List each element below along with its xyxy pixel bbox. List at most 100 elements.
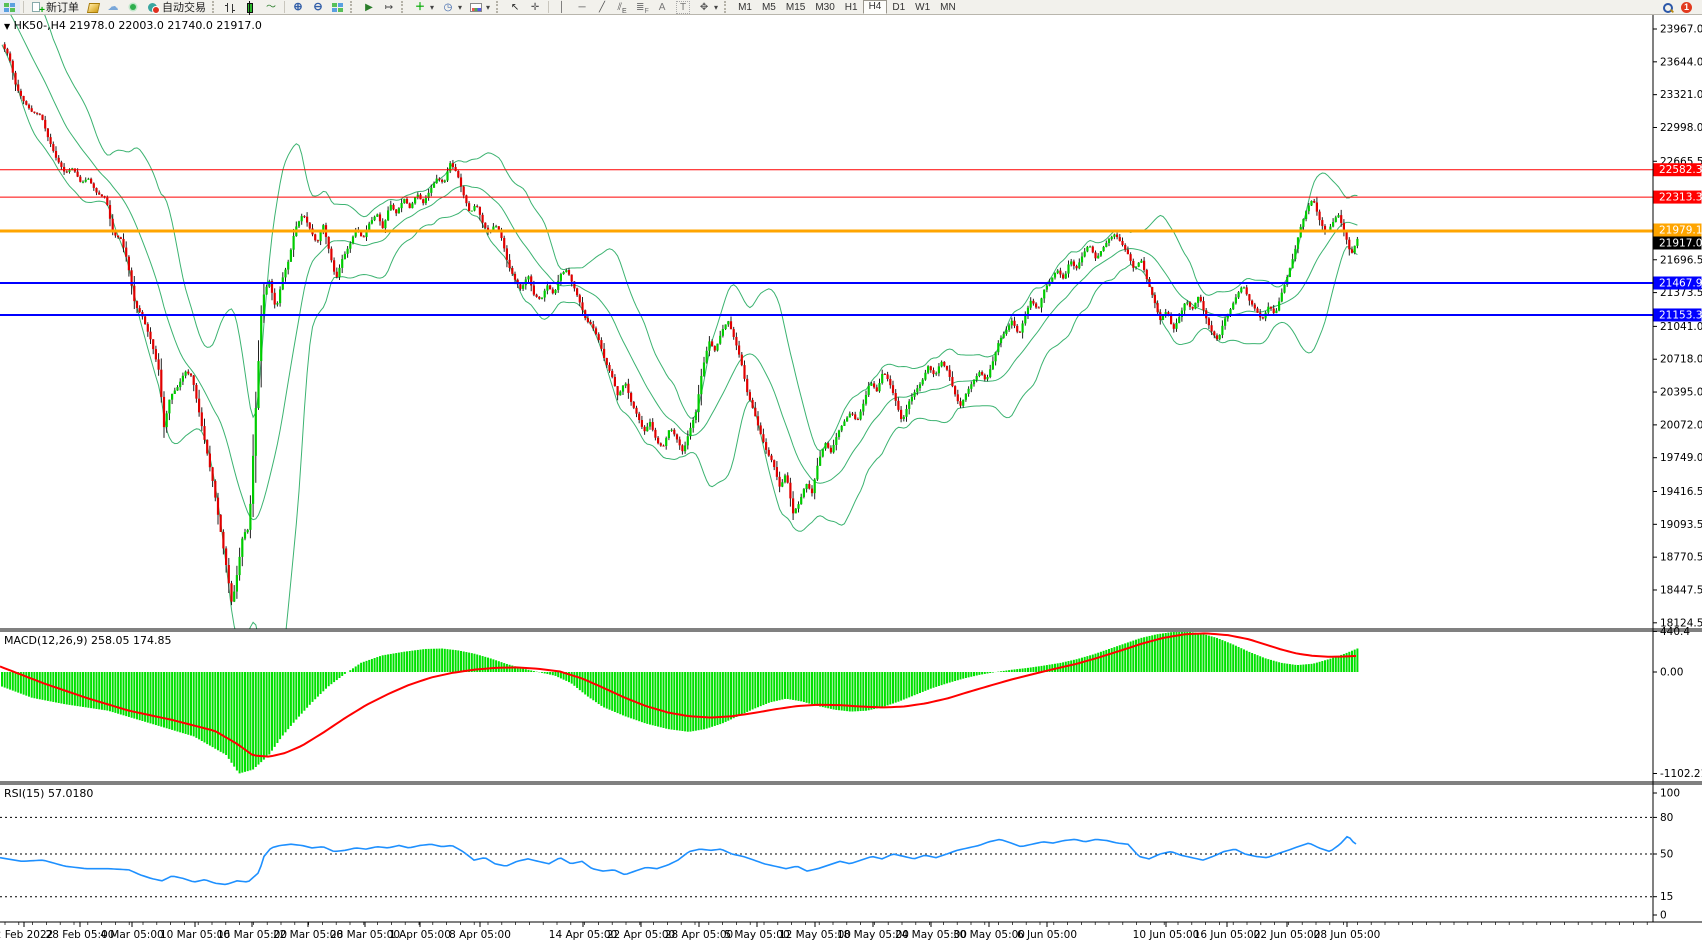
svg-text:21373.5: 21373.5 — [1660, 287, 1702, 299]
chart-window-icon[interactable] — [0, 0, 20, 14]
auto-scroll-icon: ▶ — [365, 1, 373, 13]
svg-text:22 Apr 05:00: 22 Apr 05:00 — [607, 929, 675, 941]
fibonacci-tool-button[interactable]: ≣F — [632, 0, 652, 15]
axis-price-label: 22313.3 — [1653, 190, 1702, 204]
macd-pane[interactable] — [0, 631, 1359, 774]
indicators-button[interactable]: ＋ ▾ — [410, 0, 438, 14]
svg-text:21696.5: 21696.5 — [1660, 254, 1702, 266]
svg-text:4 Mar 05:00: 4 Mar 05:00 — [100, 929, 163, 941]
axis-price-label: 21467.9 — [1653, 276, 1702, 290]
periods-button[interactable]: ◷ ▾ — [438, 0, 466, 14]
hline-tool-button[interactable]: ─ — [572, 0, 592, 14]
svg-text:23321.0: 23321.0 — [1660, 89, 1702, 101]
vline-tool-button[interactable]: │ — [552, 0, 572, 14]
chevron-down-icon: ▾ — [430, 2, 435, 12]
svg-text:16 Mar 05:00: 16 Mar 05:00 — [217, 929, 287, 941]
tf-m15-button[interactable]: M15 — [785, 1, 806, 13]
svg-text:20718.0: 20718.0 — [1660, 354, 1702, 366]
tile-windows-button[interactable] — [328, 0, 348, 14]
label-tool-button[interactable]: T — [672, 0, 694, 14]
tf-m5-button[interactable]: M5 — [761, 1, 776, 13]
gold-box-icon — [86, 2, 101, 13]
ohlc-readout: 21978.0 22003.0 21740.0 21917.0 — [69, 19, 262, 32]
svg-text:21153.3: 21153.3 — [1659, 309, 1702, 321]
tf-h4-button[interactable]: H4 — [862, 0, 888, 14]
macd-signal-line — [0, 632, 1357, 758]
autotrade-icon — [147, 2, 160, 14]
templates-button[interactable]: ▾ — [466, 0, 494, 14]
toolbar: + 新订单 ☁ 自动交易 〜 ⊕ ⊖ ▶ ↦ ＋ ▾ ◷ ▾ ▾ ↖ ✛ │ ─ ╱… — [0, 0, 1702, 15]
autotrade-label: 自动交易 — [162, 2, 206, 14]
candlestick-chart-button[interactable] — [241, 0, 261, 15]
new-order-button[interactable]: + 新订单 — [27, 0, 83, 15]
zoom-out-icon: ⊖ — [313, 0, 323, 13]
text-tool-button[interactable]: A — [652, 0, 672, 14]
tf-m1-button[interactable]: M1 — [738, 1, 752, 13]
svg-text:440.4: 440.4 — [1660, 626, 1690, 638]
tile-windows-icon — [332, 1, 344, 13]
zoom-in-button[interactable]: ⊕ — [288, 0, 308, 14]
channel-tool-button[interactable]: ⫽E — [612, 0, 632, 15]
auto-scroll-button[interactable]: ▶ — [359, 0, 379, 14]
rsi-indicator-label: RSI(15) 57.0180 — [4, 787, 94, 800]
autotrade-button[interactable]: 自动交易 — [143, 0, 210, 14]
svg-text:23644.0: 23644.0 — [1660, 56, 1702, 68]
tf-w1-button[interactable]: W1 — [915, 1, 931, 13]
search-icon — [1662, 2, 1673, 13]
bar-chart-button[interactable] — [221, 0, 241, 14]
svg-text:14 Apr 05:00: 14 Apr 05:00 — [549, 929, 617, 941]
arrows-icon: ✥ — [699, 1, 709, 13]
svg-text:28 Jun 05:00: 28 Jun 05:00 — [1314, 929, 1381, 941]
fibonacci-icon: ≣F — [636, 1, 649, 15]
search-button[interactable] — [1658, 0, 1677, 14]
rsi-pane[interactable] — [0, 816, 1653, 898]
chart-shift-button[interactable]: ↦ — [379, 0, 399, 14]
arrows-tool-button[interactable]: ✥ ▾ — [694, 0, 722, 14]
tf-h1-button[interactable]: H1 — [844, 1, 858, 13]
svg-text:21917.0: 21917.0 — [1659, 238, 1702, 250]
svg-text:22 Jun 05:00: 22 Jun 05:00 — [1254, 929, 1321, 941]
tf-m30-button[interactable]: M30 — [815, 1, 835, 13]
candlestick-icon — [245, 0, 257, 15]
crosshair-button[interactable]: ✛ — [525, 0, 545, 14]
macd-indicator-label: MACD(12,26,9) 258.05 174.85 — [4, 634, 172, 647]
line-chart-button[interactable]: 〜 — [261, 0, 281, 14]
svg-text:80: 80 — [1660, 812, 1673, 824]
svg-text:19749.0: 19749.0 — [1660, 452, 1702, 464]
chevron-down-icon: ▾ — [458, 2, 463, 12]
bar-chart-icon — [225, 1, 237, 13]
svg-text:18447.5: 18447.5 — [1660, 584, 1702, 596]
collapse-arrow-icon[interactable]: ▼ — [4, 22, 11, 31]
svg-text:28 Mar 05:00: 28 Mar 05:00 — [330, 929, 400, 941]
chevron-down-icon: ▾ — [714, 2, 719, 12]
svg-text:10 Jun 05:00: 10 Jun 05:00 — [1133, 929, 1200, 941]
signals-button[interactable] — [123, 0, 143, 14]
marketwatch-button[interactable] — [83, 0, 103, 14]
bollinger-middle-band — [10, 15, 1358, 521]
cloud-button[interactable]: ☁ — [103, 0, 123, 14]
tf-d1-button[interactable]: D1 — [892, 1, 906, 13]
svg-text:22313.3: 22313.3 — [1659, 192, 1702, 204]
svg-text:6 Jun 05:00: 6 Jun 05:00 — [1017, 929, 1077, 941]
clock-icon: ◷ — [443, 1, 453, 13]
svg-text:0.00: 0.00 — [1660, 667, 1683, 679]
zoom-out-button[interactable]: ⊖ — [308, 0, 328, 14]
notifications-button[interactable]: 1 — [1677, 0, 1696, 14]
chevron-down-icon: ▾ — [486, 2, 491, 12]
zoom-in-icon: ⊕ — [293, 0, 303, 13]
new-order-label: 新订单 — [46, 2, 79, 14]
svg-text:16 Jun 05:00: 16 Jun 05:00 — [1194, 929, 1261, 941]
tf-mn-button[interactable]: MN — [940, 1, 956, 13]
price-axis-ticks: 23967.023644.023321.022998.022665.521696… — [1653, 24, 1702, 629]
cursor-button[interactable]: ↖ — [505, 0, 525, 14]
svg-text:50: 50 — [1660, 849, 1673, 861]
svg-text:24 May 05:00: 24 May 05:00 — [895, 929, 967, 941]
text-icon: A — [658, 1, 666, 13]
svg-text:20072.0: 20072.0 — [1660, 419, 1702, 431]
text-label-icon: T — [676, 0, 691, 14]
svg-text:-1102.21: -1102.21 — [1660, 768, 1702, 780]
trendline-tool-button[interactable]: ╱ — [592, 0, 612, 14]
svg-text:18124.5: 18124.5 — [1660, 617, 1702, 629]
svg-text:20395.0: 20395.0 — [1660, 387, 1702, 399]
